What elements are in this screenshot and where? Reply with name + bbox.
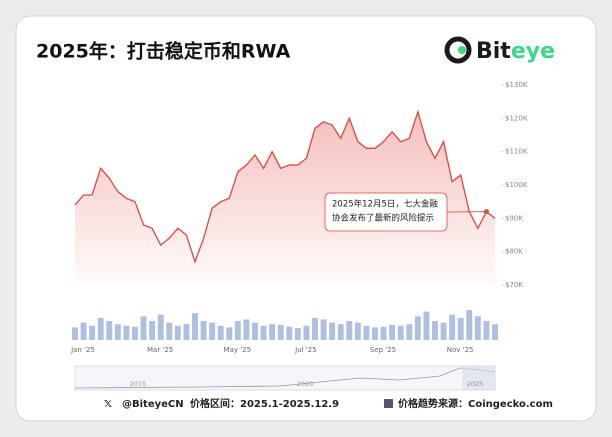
volume-bar [389, 324, 396, 340]
volume-bar [466, 310, 473, 340]
navigator-window [462, 366, 495, 390]
volume-bar [320, 319, 327, 340]
volume-bar [97, 317, 104, 340]
volume-bar [483, 321, 490, 340]
logo: Biteye [476, 39, 555, 64]
volume-bar [72, 327, 78, 340]
volume-bar [457, 317, 464, 340]
x-logo: 𝕏 [104, 399, 112, 410]
volume-bar [200, 321, 207, 340]
volume-bar [80, 322, 87, 340]
x-tick-label: Jan '25 [70, 346, 95, 354]
volume-bar [217, 325, 224, 340]
volume-bar [286, 326, 293, 340]
volume-bar [414, 316, 421, 340]
volume-bar [397, 325, 404, 340]
volume-bar [380, 326, 387, 340]
volume-bar [114, 324, 121, 340]
x-tick-label: May '25 [224, 346, 252, 354]
volume-bar [192, 313, 198, 340]
volume-bar [372, 327, 378, 340]
volume-bar [132, 326, 138, 340]
volume-bar [337, 324, 344, 340]
volume-bar [157, 314, 164, 340]
logo-part: eye [511, 39, 555, 64]
y-tick-label: $70K [505, 281, 523, 289]
annotation-text: 协会发布了最新的风险提示 [332, 213, 434, 224]
volume-bar [440, 322, 447, 340]
volume-bar [243, 319, 250, 340]
volume-bar [312, 317, 318, 340]
volume-bar [294, 328, 301, 340]
navigator-label: 2025 [467, 380, 484, 388]
volume-bar [166, 322, 173, 340]
logo-icon [444, 36, 472, 64]
handle: @BiteyeCN [122, 399, 184, 410]
x-tick-label: Jul '25 [294, 346, 317, 354]
y-tick-label: $120K [505, 114, 528, 122]
logo-part: Bit [476, 39, 511, 64]
volume-bar [303, 325, 310, 340]
volume-bar [226, 327, 233, 340]
x-tick-label: Sep '25 [370, 346, 396, 354]
logo-dot [458, 46, 466, 54]
source: 价格趋势来源：Coingecko.com [398, 397, 553, 410]
navigator-label: 2020 [297, 380, 314, 388]
volume-bar [209, 322, 216, 340]
volume-bar [140, 316, 147, 340]
volume-bar [174, 325, 181, 340]
y-tick-label: $110K [505, 148, 528, 156]
volume-bar [89, 325, 96, 340]
chart-title: 2025年：打击稳定币和RWA [36, 40, 291, 63]
y-tick-label: $90K [505, 214, 523, 222]
volume-bar [329, 322, 336, 340]
line [74, 109, 496, 264]
source-icon [384, 399, 393, 408]
annotation-text: 2025年12月5日，七大金融 [332, 199, 438, 210]
range: 价格区间：2025.1-2025.12.9 [190, 397, 339, 410]
annotation-point [483, 209, 489, 215]
volume-bar [123, 325, 130, 340]
volume-bar [423, 311, 430, 340]
volume-bar [346, 321, 353, 340]
volume-bar [183, 324, 190, 340]
y-tick-label: $100K [505, 181, 528, 189]
volume-bar [432, 321, 438, 340]
volume-bar [269, 324, 276, 340]
volume-bar [406, 324, 413, 340]
volume-bar [354, 322, 361, 340]
volume-bar [234, 321, 241, 340]
y-tick-label: $80K [505, 248, 523, 256]
navigator [74, 365, 496, 391]
x-tick-label: Nov '25 [447, 346, 474, 354]
volume-bar [260, 325, 267, 340]
volume-bar [492, 324, 498, 340]
volume-bar [449, 314, 456, 340]
area [75, 111, 495, 285]
x-tick-label: Mar '25 [147, 346, 173, 354]
navigator-label: 2015 [130, 380, 147, 388]
volume-bar [363, 325, 370, 340]
volume-bar [252, 322, 258, 340]
volume-bar [277, 324, 284, 340]
volume-bar [474, 316, 481, 340]
volume-bar [149, 321, 156, 340]
volume-bar [106, 321, 113, 340]
y-tick-label: $130K [505, 81, 528, 89]
